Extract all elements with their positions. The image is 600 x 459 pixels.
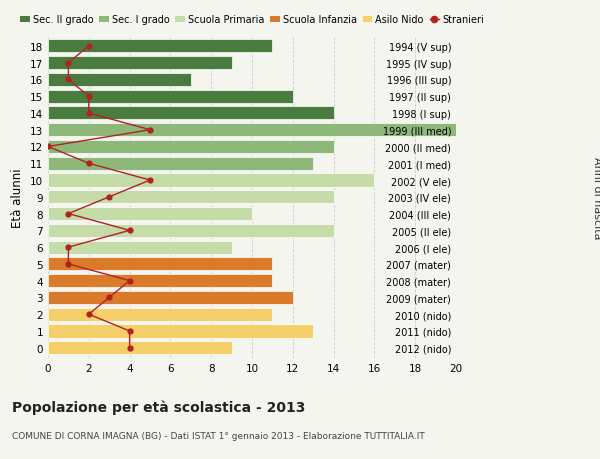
- Bar: [48, 90, 293, 103]
- Bar: [48, 207, 252, 221]
- Bar: [48, 224, 334, 237]
- Text: Anni di nascita: Anni di nascita: [592, 156, 600, 239]
- Text: COMUNE DI CORNA IMAGNA (BG) - Dati ISTAT 1° gennaio 2013 - Elaborazione TUTTITAL: COMUNE DI CORNA IMAGNA (BG) - Dati ISTAT…: [12, 431, 425, 441]
- Bar: [48, 57, 232, 70]
- Bar: [48, 140, 334, 154]
- Bar: [48, 74, 191, 87]
- Bar: [48, 308, 272, 321]
- Bar: [48, 274, 272, 288]
- Bar: [48, 191, 334, 204]
- Bar: [48, 258, 272, 271]
- Bar: [48, 291, 293, 304]
- Bar: [48, 241, 232, 254]
- Text: Popolazione per età scolastica - 2013: Popolazione per età scolastica - 2013: [12, 399, 305, 414]
- Y-axis label: Età alunni: Età alunni: [11, 168, 25, 227]
- Legend: Sec. II grado, Sec. I grado, Scuola Primaria, Scuola Infanzia, Asilo Nido, Stran: Sec. II grado, Sec. I grado, Scuola Prim…: [20, 16, 484, 25]
- Bar: [48, 341, 232, 354]
- Bar: [48, 124, 456, 137]
- Bar: [48, 174, 374, 187]
- Bar: [48, 325, 313, 338]
- Bar: [48, 157, 313, 170]
- Bar: [48, 107, 334, 120]
- Bar: [48, 40, 272, 53]
